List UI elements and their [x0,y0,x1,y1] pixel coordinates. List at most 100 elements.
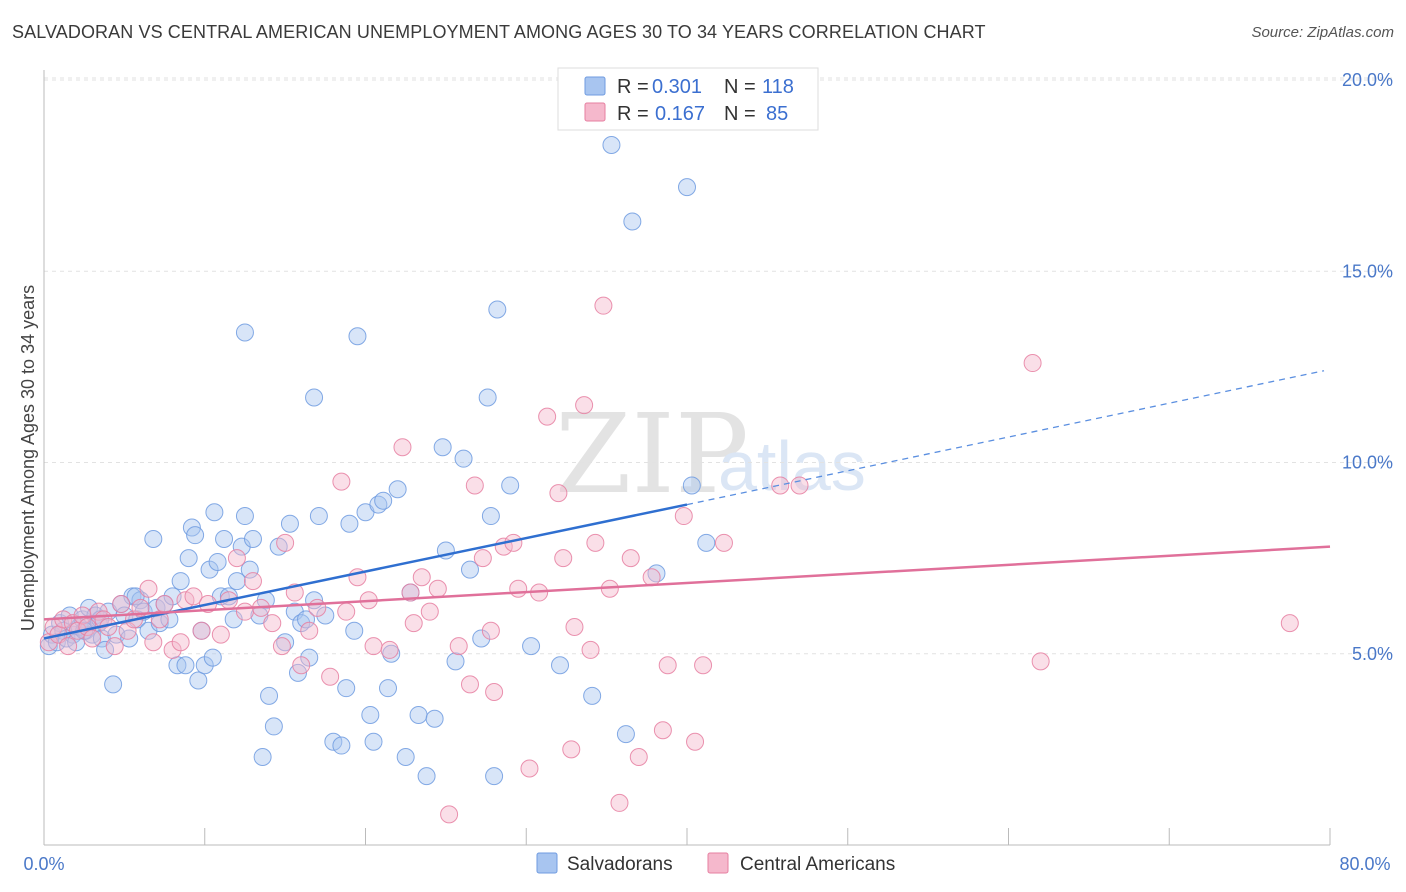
data-point [374,491,393,510]
data-point [305,388,324,407]
data-point [235,507,254,526]
data-point [594,296,613,315]
data-point [602,136,621,155]
data-point [538,407,557,426]
legend-n-value-2: 85 [766,103,788,125]
data-point [186,526,205,545]
data-point [393,438,412,457]
data-point [549,484,568,503]
data-point [332,736,351,755]
y-axis-label: Unemployment Among Ages 30 to 34 years [18,285,38,631]
data-point [364,637,383,656]
data-point [485,683,504,701]
data-point [332,472,351,491]
data-point [348,327,367,346]
data-point [412,568,431,587]
data-point [682,476,701,495]
data-point [472,629,491,648]
data-point [509,579,528,598]
data-point [404,614,423,633]
data-point [144,530,163,548]
data-point [300,621,319,640]
data-point [144,633,163,652]
data-point [485,767,504,786]
data-point [171,572,190,591]
data-point [321,667,340,686]
legend-r-value-2: 0.167 [655,103,705,125]
data-point [583,686,602,705]
data-point [678,178,696,197]
legend-swatch-salvadorans [584,76,606,96]
data-point [520,759,539,778]
data-point [205,503,224,522]
data-point [120,629,139,648]
data-point [478,388,497,407]
data-point [388,480,407,499]
data-point [401,583,420,602]
data-point [105,637,124,656]
data-point [488,300,507,319]
data-point [465,476,484,495]
data-point [189,671,208,690]
bottom-legend-swatch-salvadorans [536,852,558,874]
data-point [227,549,246,568]
data-point [501,476,520,495]
legend-n-label-2: N = [724,103,756,125]
data-point [240,560,259,579]
data-point [227,572,246,591]
data-point [263,614,282,633]
data-point [562,740,581,759]
data-point [59,637,78,656]
data-point [104,675,123,694]
data-point [575,396,594,415]
data-point [623,212,642,231]
data-point [454,449,473,468]
data-point [260,686,279,705]
data-point [446,652,465,671]
data-point [616,725,635,744]
data-point [428,579,447,598]
data-point [771,476,790,495]
data-point [380,640,399,659]
data-point [674,507,693,526]
data-point [276,533,295,552]
data-point [340,514,359,533]
data-point [184,587,203,606]
data-point [629,748,648,767]
source-credit: Source: ZipAtlas.com [1251,24,1394,41]
data-point [208,552,227,571]
data-point [653,721,672,740]
data-point [337,679,356,698]
data-point [179,549,198,568]
data-point [1031,652,1050,671]
data-point [420,602,439,621]
data-point [610,793,629,812]
data-point [272,637,291,656]
y-tick-label: 15.0% [1342,261,1393,281]
data-point [621,549,640,568]
data-point [460,560,479,579]
data-point [203,648,222,667]
x-tick-marks [43,828,1331,845]
y-tick-label: 10.0% [1342,453,1393,473]
data-point [440,805,459,824]
y-tick-label: 20.0% [1342,70,1393,90]
trend-line-salvadorans-extension [686,370,1325,506]
data-point [396,748,415,767]
x-tick-label-min: 0.0% [23,854,64,874]
data-point [176,656,195,675]
data-point [155,595,174,614]
data-point [417,767,436,786]
data-point [235,602,254,621]
data-point [215,530,234,548]
data-point [139,579,158,598]
data-point [345,621,364,640]
legend-r-label-1: R = [617,76,649,98]
x-tick-label-max: 80.0% [1339,854,1390,874]
data-point [171,633,190,652]
data-point [642,568,661,587]
data-point [192,621,211,640]
legend-n-value-1: 118 [762,76,794,98]
data-point [308,598,327,617]
